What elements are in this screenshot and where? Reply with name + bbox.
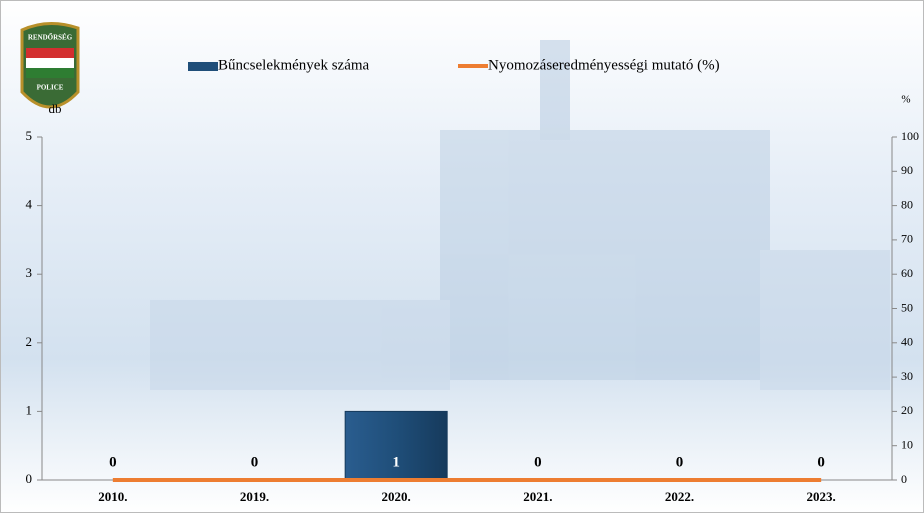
x-tick-label: 2022.: [665, 489, 694, 504]
y-axis-label: db: [49, 101, 62, 116]
legend-swatch: [188, 62, 218, 71]
y2-tick-label: 40: [901, 335, 913, 349]
x-tick-label: 2010.: [98, 489, 127, 504]
y-tick-label: 0: [26, 471, 33, 486]
y2-tick-label: 70: [901, 232, 913, 246]
legend-label: Nyomozáseredményességi mutató (%): [488, 57, 720, 73]
data-label: 0: [817, 454, 825, 470]
bar: [344, 410, 448, 481]
data-label: 0: [676, 454, 684, 470]
y2-tick-label: 0: [901, 472, 907, 486]
y2-tick-label: 100: [901, 129, 919, 143]
data-label: 1: [392, 454, 400, 470]
logo: RENDŐRSÉG POLICE: [20, 22, 80, 109]
y-tick-label: 5: [26, 128, 33, 143]
y-tick-label: 3: [26, 265, 33, 280]
y2-tick-label: 10: [901, 437, 913, 451]
x-tick-label: 2019.: [240, 489, 269, 504]
x-tick-label: 2021.: [523, 489, 552, 504]
data-label: 0: [109, 454, 117, 470]
y2-tick-label: 60: [901, 266, 913, 280]
y-tick-label: 2: [26, 334, 33, 349]
y2-tick-label: 20: [901, 403, 913, 417]
y2-tick-label: 90: [901, 163, 913, 177]
y-tick-label: 1: [26, 402, 33, 417]
y2-axis-label: %: [901, 94, 910, 106]
y-tick-label: 4: [26, 197, 33, 212]
data-label: 0: [251, 454, 259, 470]
x-tick-label: 2023.: [807, 489, 836, 504]
logo-top: RENDŐRSÉG: [28, 34, 73, 42]
x-tick-label: 2020.: [382, 489, 411, 504]
legend-label: Bűncselekmények száma: [218, 57, 370, 73]
logo-bottom: POLICE: [37, 84, 64, 92]
y2-tick-label: 80: [901, 197, 913, 211]
building: [150, 40, 890, 390]
data-label: 0: [534, 454, 542, 470]
y2-tick-label: 30: [901, 369, 913, 383]
y2-tick-label: 50: [901, 300, 913, 314]
